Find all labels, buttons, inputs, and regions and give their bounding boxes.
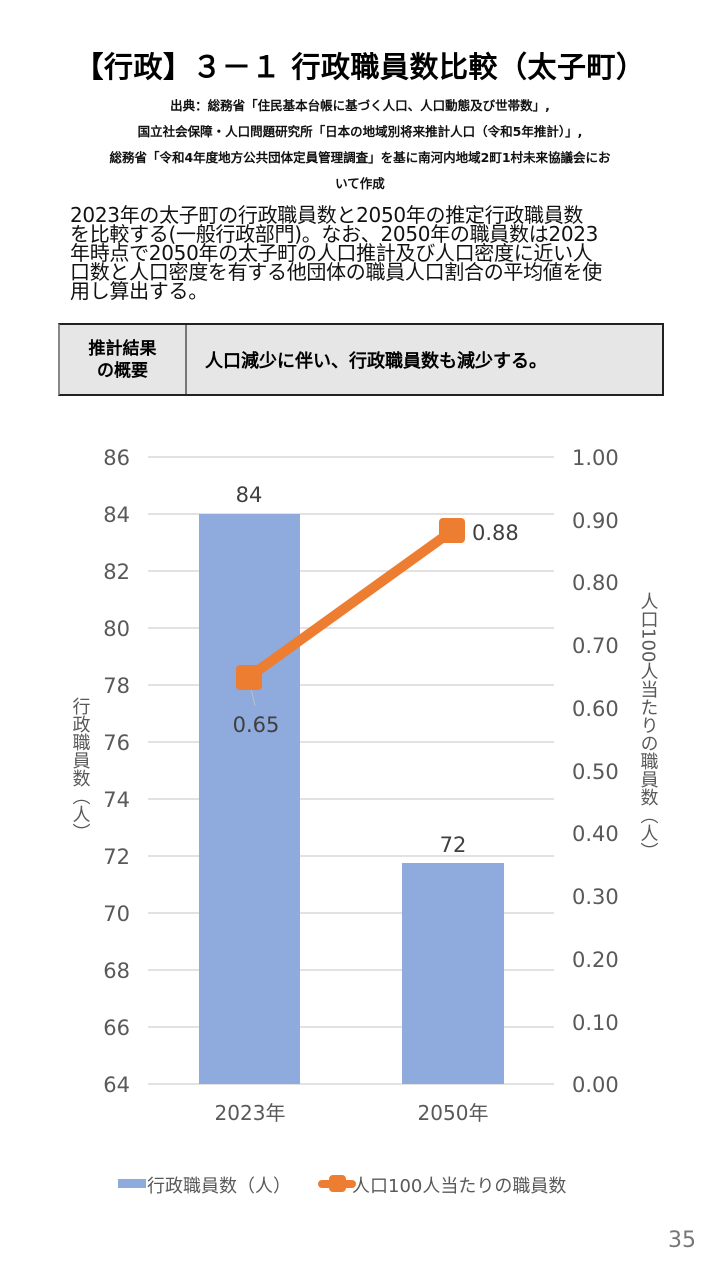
source-line: いて作成 xyxy=(335,176,385,191)
description-line: 口数と人口密度を有する他団体の職員人口割合の平均値を使 xyxy=(70,260,602,284)
bar-2023 xyxy=(199,514,300,1084)
svg-text:0.20: 0.20 xyxy=(572,948,619,972)
description-line: 2023年の太子町の行政職員数と2050年の推定行政職員数 xyxy=(70,203,584,227)
svg-text:66: 66 xyxy=(103,1016,130,1040)
svg-text:0.30: 0.30 xyxy=(572,885,619,909)
page-number: 35 xyxy=(668,1228,696,1253)
svg-text:1.00: 1.00 xyxy=(572,446,619,470)
svg-text:0.60: 0.60 xyxy=(572,697,619,721)
svg-text:76: 76 xyxy=(103,731,130,755)
description-line: 用し算出する。 xyxy=(70,279,208,303)
legend: 行政職員数（人） 人口100人当たりの職員数 xyxy=(118,1175,566,1197)
x-label-2023: 2023年 xyxy=(215,1101,286,1125)
source-note: 出典：総務省「住民基本台帳に基づく人口、人口動態及び世帯数」, 国立社会保障・人… xyxy=(40,93,680,197)
svg-text:84: 84 xyxy=(103,503,130,527)
summary-box: 推計結果 の概要 人口減少に伴い、行政職員数も減少する。 xyxy=(58,323,664,396)
line-label-2050: 0.88 xyxy=(472,521,519,545)
svg-text:72: 72 xyxy=(103,845,130,869)
summary-label: 推計結果 の概要 xyxy=(60,325,187,394)
svg-text:0.70: 0.70 xyxy=(572,634,619,658)
svg-text:0.00: 0.00 xyxy=(572,1073,619,1097)
svg-text:0.50: 0.50 xyxy=(572,760,619,784)
line-label-2023: 0.65 xyxy=(233,713,280,737)
bar-2050 xyxy=(402,863,504,1084)
source-line: 国立社会保障・人口問題研究所「日本の地域別将来推計人口（令和5年推計）」, xyxy=(137,124,583,139)
x-label-2050: 2050年 xyxy=(418,1101,489,1125)
summary-label-line2: の概要 xyxy=(97,360,148,381)
legend-line-marker xyxy=(329,1175,346,1192)
svg-text:82: 82 xyxy=(103,560,130,584)
left-axis-ticks: 86 84 82 80 78 76 74 72 70 68 66 64 xyxy=(103,446,130,1097)
summary-text: 人口減少に伴い、行政職員数も減少する。 xyxy=(205,350,547,372)
bar-label-2050: 72 xyxy=(440,833,467,857)
line-series xyxy=(244,526,457,682)
svg-text:80: 80 xyxy=(103,617,130,641)
right-axis-ticks: 1.00 0.90 0.80 0.70 0.60 0.50 0.40 0.30 … xyxy=(572,446,619,1097)
description-line: 年時点で2050年の太子町の人口推計及び人口密度に近い人 xyxy=(70,241,593,265)
description: 2023年の太子町の行政職員数と2050年の推定行政職員数 を比較する(一般行政… xyxy=(70,203,660,303)
svg-text:64: 64 xyxy=(103,1073,130,1097)
svg-text:0.10: 0.10 xyxy=(572,1011,619,1035)
line-marker-2023 xyxy=(236,665,262,690)
svg-text:0.90: 0.90 xyxy=(572,509,619,533)
page-title: 【行政】３－１ 行政職員数比較（太子町） xyxy=(74,50,646,84)
line-marker-2050 xyxy=(439,518,465,543)
svg-text:74: 74 xyxy=(103,788,130,812)
svg-text:68: 68 xyxy=(103,959,130,983)
summary-label-line1: 推計結果 xyxy=(88,338,157,359)
legend-bar-label: 行政職員数（人） xyxy=(147,1176,291,1197)
right-axis-title: 人口100人当たりの職員数（人） xyxy=(638,592,659,861)
svg-text:0.80: 0.80 xyxy=(572,571,619,595)
svg-text:70: 70 xyxy=(103,902,130,926)
left-axis-title: 行政職員数（人） xyxy=(70,697,91,841)
legend-bar-swatch xyxy=(118,1179,146,1188)
source-line: 総務省「令和4年度地方公共団体定員管理調査」を基に南河内地域2町1村未来協議会に… xyxy=(109,150,611,165)
description-line: を比較する(一般行政部門)。なお、2050年の職員数は2023 xyxy=(70,222,599,246)
svg-text:78: 78 xyxy=(103,674,130,698)
svg-text:0.40: 0.40 xyxy=(572,822,619,846)
legend-line-label: 人口100人当たりの職員数 xyxy=(352,1176,566,1197)
source-line: 出典：総務省「住民基本台帳に基づく人口、人口動態及び世帯数」, xyxy=(170,98,550,113)
bar-label-2023: 84 xyxy=(236,483,263,507)
svg-text:86: 86 xyxy=(103,446,130,470)
